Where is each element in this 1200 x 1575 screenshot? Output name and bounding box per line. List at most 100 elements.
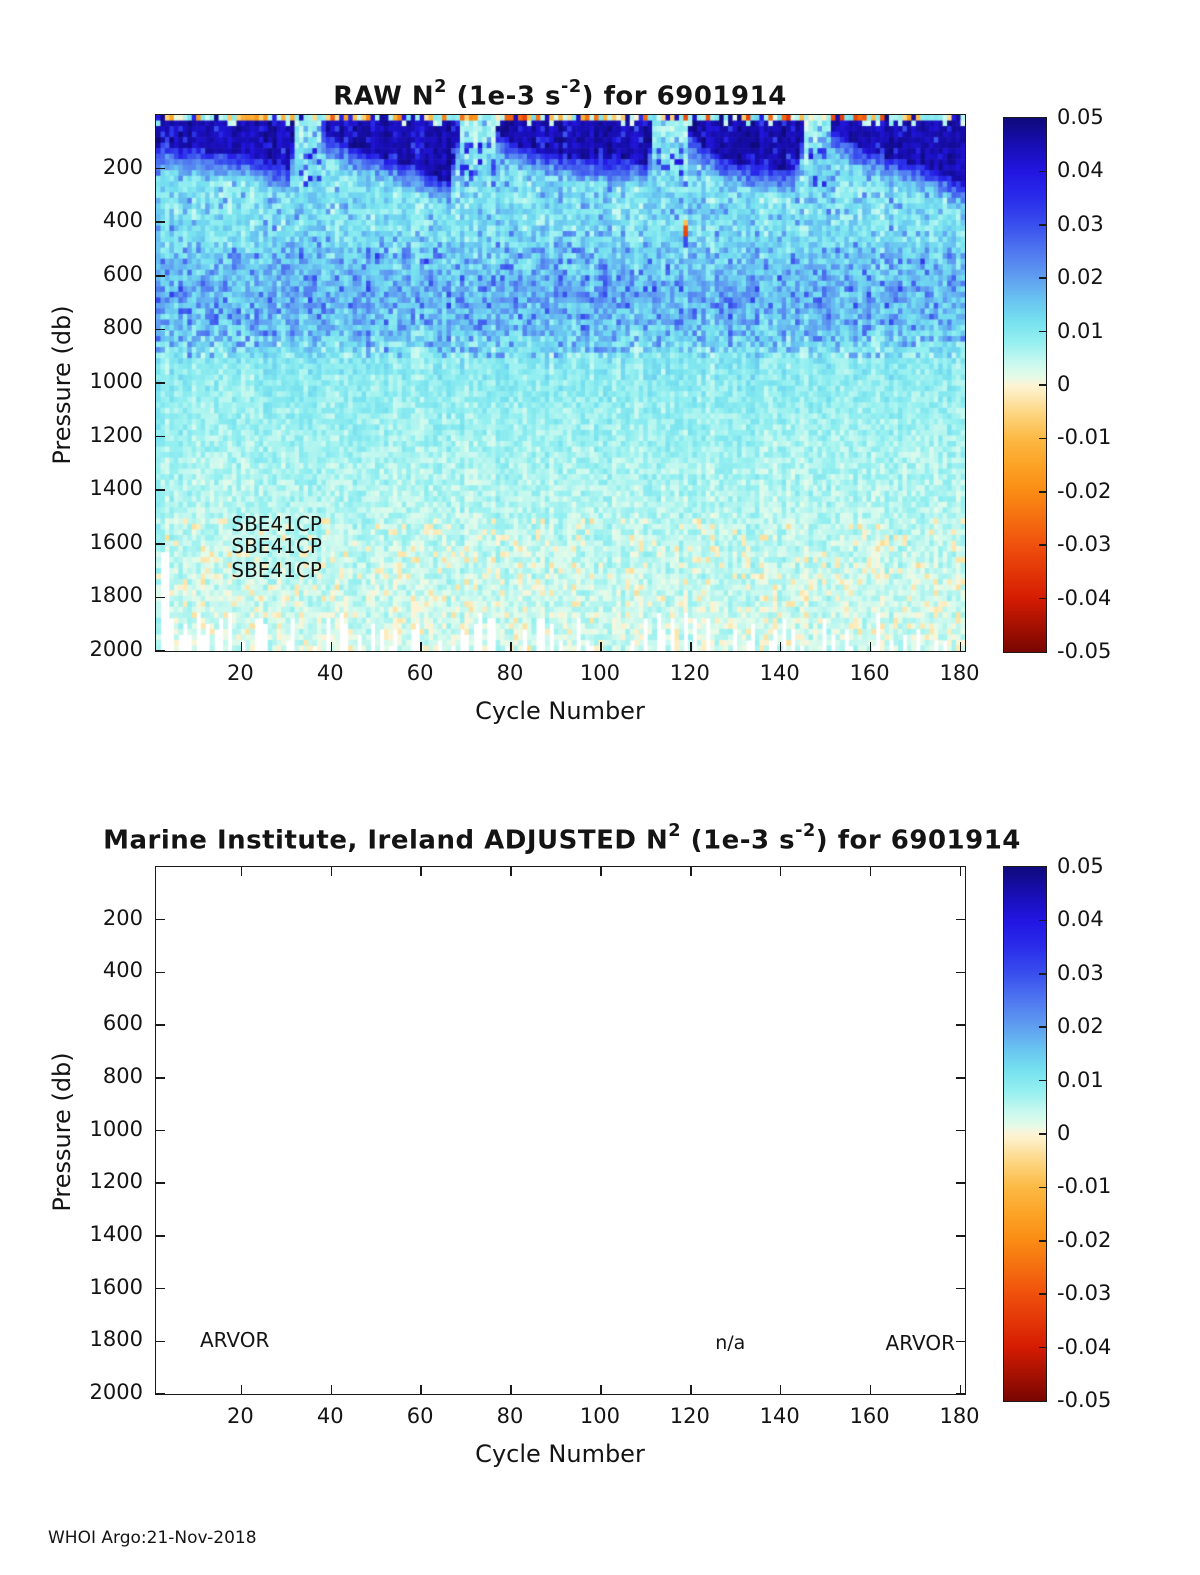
adjusted-x-tick-label-80: 80 xyxy=(496,1404,524,1428)
raw-x-tick xyxy=(600,642,602,651)
raw-y-tick-label-600: 600 xyxy=(102,261,143,286)
adjusted-y-tick-label-800: 800 xyxy=(102,1063,143,1088)
adjusted-y-tick xyxy=(156,1340,165,1343)
raw-colorbar-label-0.03: 0.03 xyxy=(1057,211,1104,236)
raw-xaxis-label: Cycle Number xyxy=(475,697,645,725)
raw-annotation-2: SBE41CP xyxy=(231,557,322,582)
raw-colorbar-tick xyxy=(1039,384,1046,386)
adjusted-x-tick xyxy=(779,1385,782,1394)
raw-colorbar-tick xyxy=(1039,597,1046,600)
adjusted-colorbar-label--0.02: -0.02 xyxy=(1057,1227,1112,1252)
raw-colorbar-tick xyxy=(1039,277,1046,279)
raw-colorbar-tick xyxy=(1039,330,1046,333)
adjusted-x-tick-label-180: 180 xyxy=(939,1404,980,1428)
adjusted-colorbar-label-0.05: 0.05 xyxy=(1057,854,1104,878)
adjusted-y-tick xyxy=(956,1024,965,1026)
adjusted-colorbar-tick xyxy=(1039,973,1046,975)
raw-colorbar-label--0.01: -0.01 xyxy=(1057,425,1112,450)
raw-y-tick xyxy=(156,221,165,223)
adjusted-y-tick-label-1000: 1000 xyxy=(89,1116,143,1141)
raw-y-tick-label-1600: 1600 xyxy=(89,529,143,554)
raw-y-tick-label-400: 400 xyxy=(102,208,143,233)
raw-x-tick-label-160: 160 xyxy=(849,661,890,685)
raw-y-tick xyxy=(156,489,165,491)
adjusted-y-tick xyxy=(956,971,965,974)
adjusted-y-tick xyxy=(156,1024,165,1026)
raw-colorbar-tick xyxy=(1039,437,1046,440)
raw-x-tick-label-100: 100 xyxy=(579,661,620,685)
adjusted-colorbar-tick xyxy=(1039,1186,1046,1189)
raw-x-tick-label-180: 180 xyxy=(939,661,980,685)
raw-colorbar-label--0.05: -0.05 xyxy=(1057,639,1112,663)
adjusted-y-tick-label-200: 200 xyxy=(102,905,143,930)
raw-x-tick-label-120: 120 xyxy=(669,661,710,685)
adjusted-x-tick xyxy=(779,867,782,876)
raw-y-tick xyxy=(156,543,165,545)
adjusted-x-tick xyxy=(420,867,422,876)
adjusted-y-tick-label-600: 600 xyxy=(102,1011,143,1036)
adjusted-x-tick-label-60: 60 xyxy=(406,1404,434,1428)
raw-colorbar-label-0.05: 0.05 xyxy=(1057,105,1104,129)
adjusted-colorbar-label--0.05: -0.05 xyxy=(1057,1388,1112,1412)
raw-x-tick xyxy=(420,642,422,651)
adjusted-colorbar-label--0.01: -0.01 xyxy=(1057,1174,1112,1199)
adjusted-y-tick-label-400: 400 xyxy=(102,958,143,983)
adjusted-y-tick xyxy=(956,1182,965,1184)
adjusted-y-tick xyxy=(956,1077,965,1079)
adjusted-x-tick xyxy=(600,1385,602,1394)
raw-n2-heatmap-canvas xyxy=(156,115,965,651)
raw-x-tick xyxy=(690,642,692,651)
adjusted-x-tick-label-40: 40 xyxy=(316,1404,344,1428)
raw-colorbar-label--0.04: -0.04 xyxy=(1057,585,1112,610)
raw-x-tick-label-140: 140 xyxy=(759,661,800,685)
adjusted-y-tick-label-1200: 1200 xyxy=(89,1169,143,1194)
raw-colorbar-label-0: 0 xyxy=(1057,372,1071,396)
raw-x-tick xyxy=(959,642,962,651)
raw-annotation-1: SBE41CP xyxy=(231,534,322,559)
raw-x-tick xyxy=(510,642,512,651)
adjusted-annotation-2: ARVOR xyxy=(885,1331,955,1356)
adjusted-y-tick xyxy=(156,1077,165,1079)
adjusted-x-tick xyxy=(330,867,333,876)
raw-x-tick-label-60: 60 xyxy=(406,661,434,685)
raw-x-tick xyxy=(779,642,782,651)
adjusted-y-tick xyxy=(156,1235,165,1237)
raw-y-tick xyxy=(156,167,165,170)
raw-colorbar-label--0.03: -0.03 xyxy=(1057,532,1112,557)
adjusted-y-tick xyxy=(956,1393,965,1395)
adjusted-x-tick xyxy=(240,867,243,876)
adjusted-x-tick-label-20: 20 xyxy=(227,1404,254,1428)
adjusted-colorbar-label-0.04: 0.04 xyxy=(1057,907,1104,932)
adjusted-colorbar-label-0.03: 0.03 xyxy=(1057,960,1104,985)
adjusted-xaxis-label: Cycle Number xyxy=(475,1440,645,1468)
adjusted-colorbar-tick xyxy=(1039,919,1046,922)
adjusted-annotation-0: ARVOR xyxy=(199,1328,270,1353)
adjusted-y-tick xyxy=(956,1235,965,1237)
adjusted-colorbar-tick xyxy=(1039,1079,1046,1082)
adjusted-y-tick-label-1800: 1800 xyxy=(89,1327,143,1352)
raw-colorbar-label--0.02: -0.02 xyxy=(1057,478,1112,503)
raw-y-tick-label-1400: 1400 xyxy=(89,476,143,501)
adjusted-x-tick-label-100: 100 xyxy=(579,1404,620,1428)
adjusted-x-tick xyxy=(690,1385,692,1394)
raw-x-tick xyxy=(869,642,872,651)
adjusted-colorbar-tick xyxy=(1039,1293,1046,1295)
raw-x-tick xyxy=(240,642,243,651)
raw-colorbar-label-0.02: 0.02 xyxy=(1057,265,1104,290)
raw-colorbar-tick xyxy=(1039,170,1046,173)
adjusted-x-tick xyxy=(959,1385,962,1394)
raw-x-tick-label-40: 40 xyxy=(316,661,344,685)
raw-x-tick xyxy=(330,642,333,651)
adjusted-colorbar-tick xyxy=(1039,1346,1046,1349)
adjusted-colorbar-tick xyxy=(1039,1133,1046,1135)
raw-colorbar-label-0.01: 0.01 xyxy=(1057,318,1104,343)
raw-y-tick xyxy=(156,650,165,652)
raw-colorbar-tick xyxy=(1039,544,1046,546)
adjusted-yaxis-label: Pressure (db) xyxy=(48,1052,76,1212)
raw-colorbar-label-0.04: 0.04 xyxy=(1057,158,1104,183)
adjusted-x-tick xyxy=(330,1385,333,1394)
raw-y-tick-label-1800: 1800 xyxy=(89,583,143,608)
adjusted-x-tick xyxy=(869,867,872,876)
raw-y-tick-label-1000: 1000 xyxy=(89,369,143,393)
